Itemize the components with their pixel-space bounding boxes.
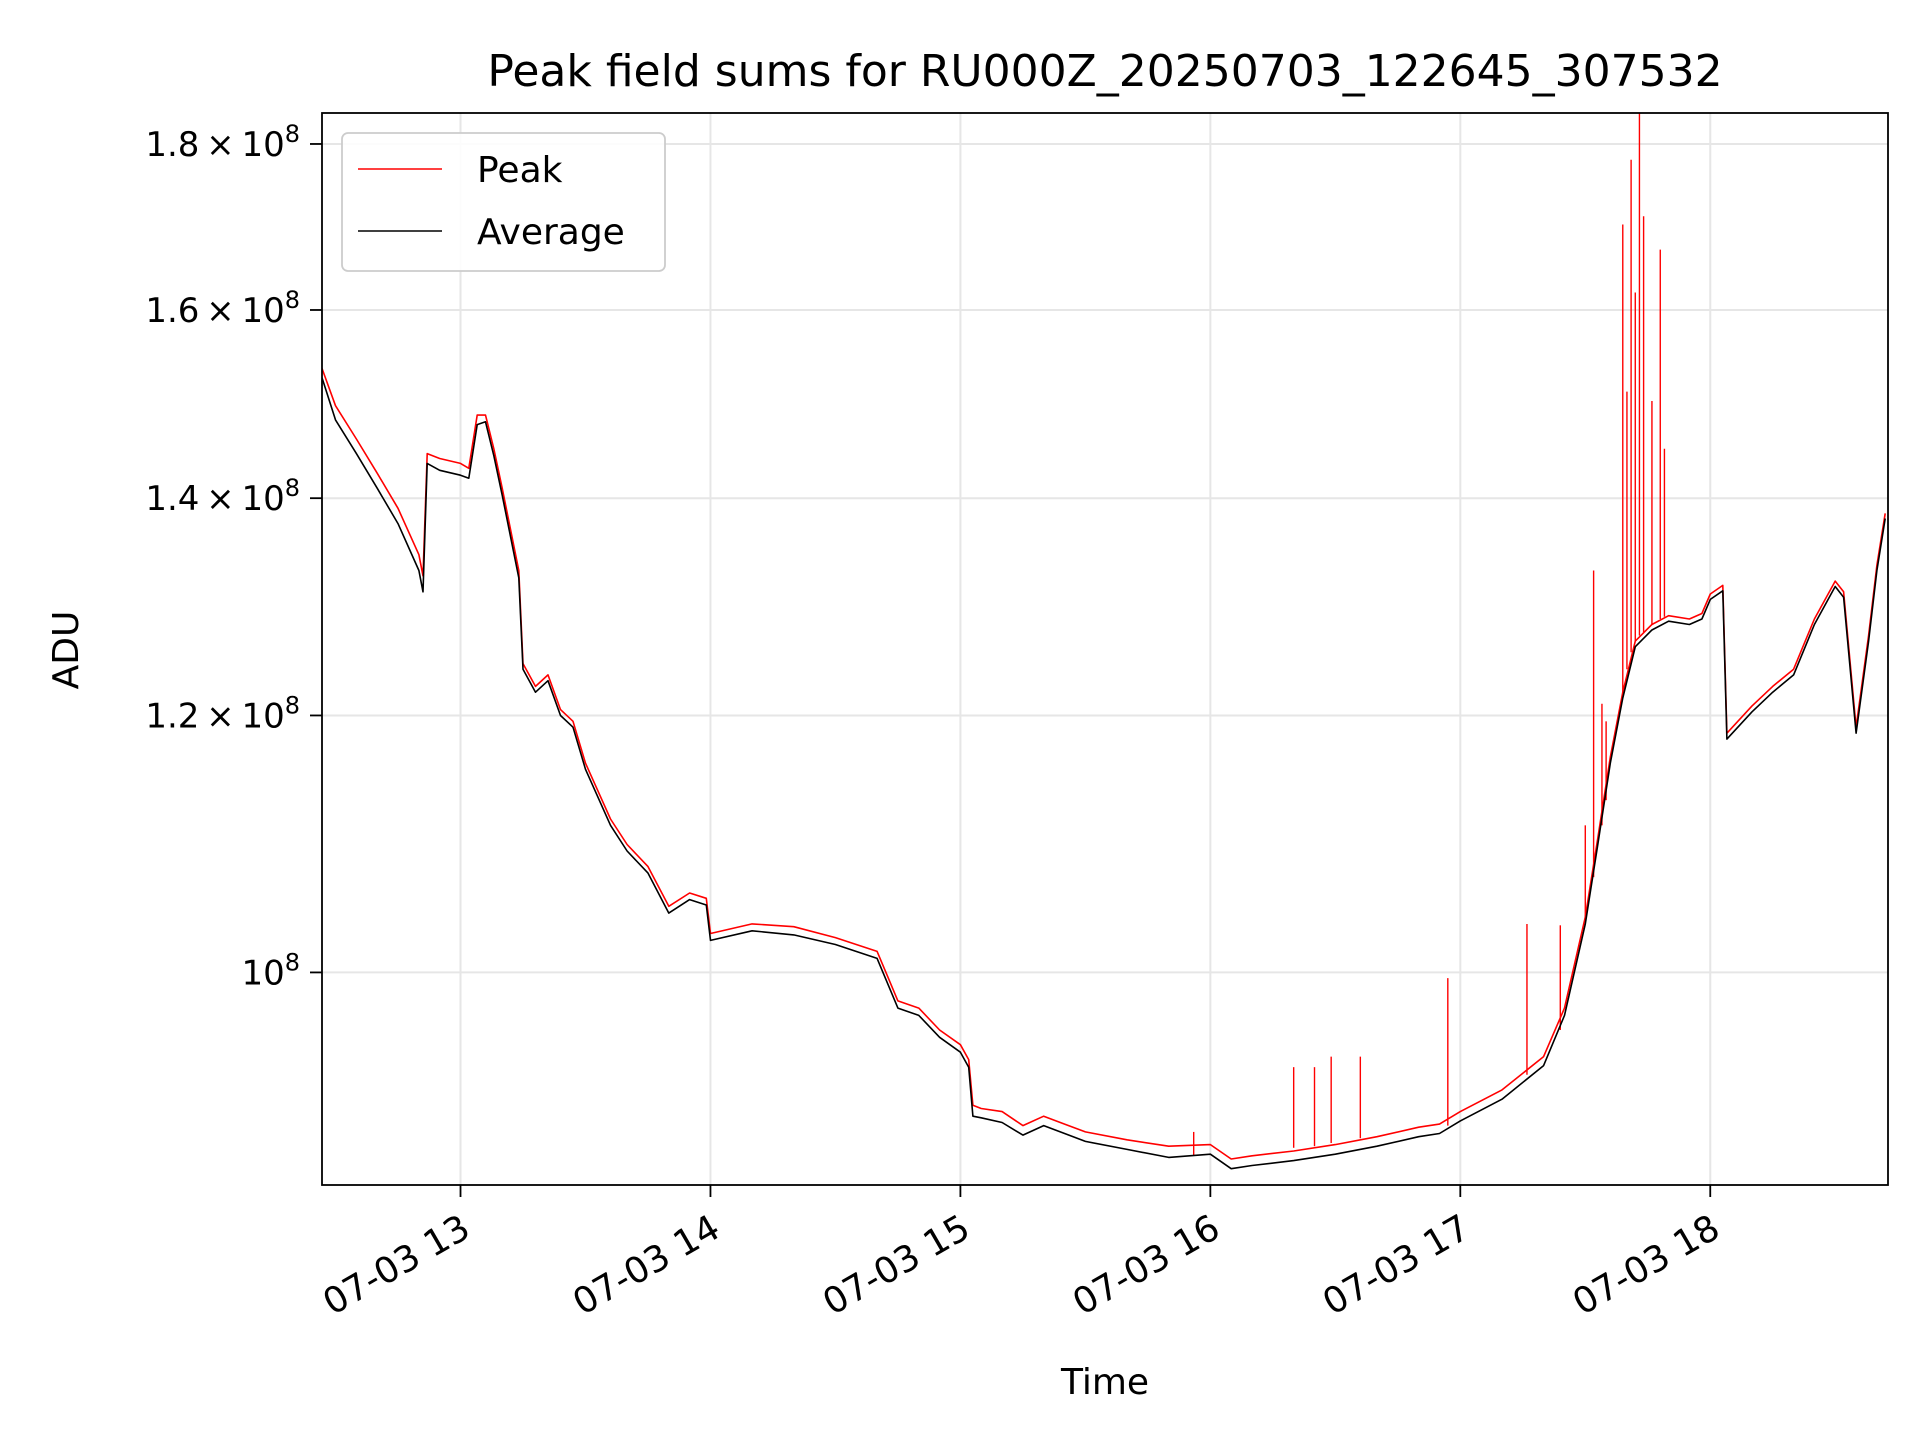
chart-title: Peak field sums for RU000Z_20250703_1226…	[487, 46, 1722, 97]
x-axis-label: Time	[1060, 1362, 1149, 1403]
y-axis-ticks: 108 1.2 × 108 1.4 × 108 1.6 × 108 1.8 × 108	[145, 120, 322, 993]
series-line-average	[322, 377, 1886, 1170]
y-axis-label: ADU	[46, 611, 87, 690]
legend-label-peak: Peak	[477, 150, 563, 191]
plot-frame	[321, 112, 1889, 1186]
y-tick-label: 108	[241, 948, 300, 993]
y-tick-label: 1.8 × 108	[145, 120, 300, 165]
legend: Peak Average	[341, 132, 666, 272]
y-tick-label: 1.2 × 108	[145, 691, 300, 736]
series-lines	[322, 113, 1886, 1170]
series-line-peak	[322, 368, 1886, 1160]
legend-label-average: Average	[477, 212, 625, 253]
grid	[322, 113, 1888, 1185]
legend-box	[341, 132, 666, 272]
y-tick-label: 1.4 × 108	[145, 474, 300, 519]
y-tick-label: 1.6 × 108	[145, 286, 300, 331]
